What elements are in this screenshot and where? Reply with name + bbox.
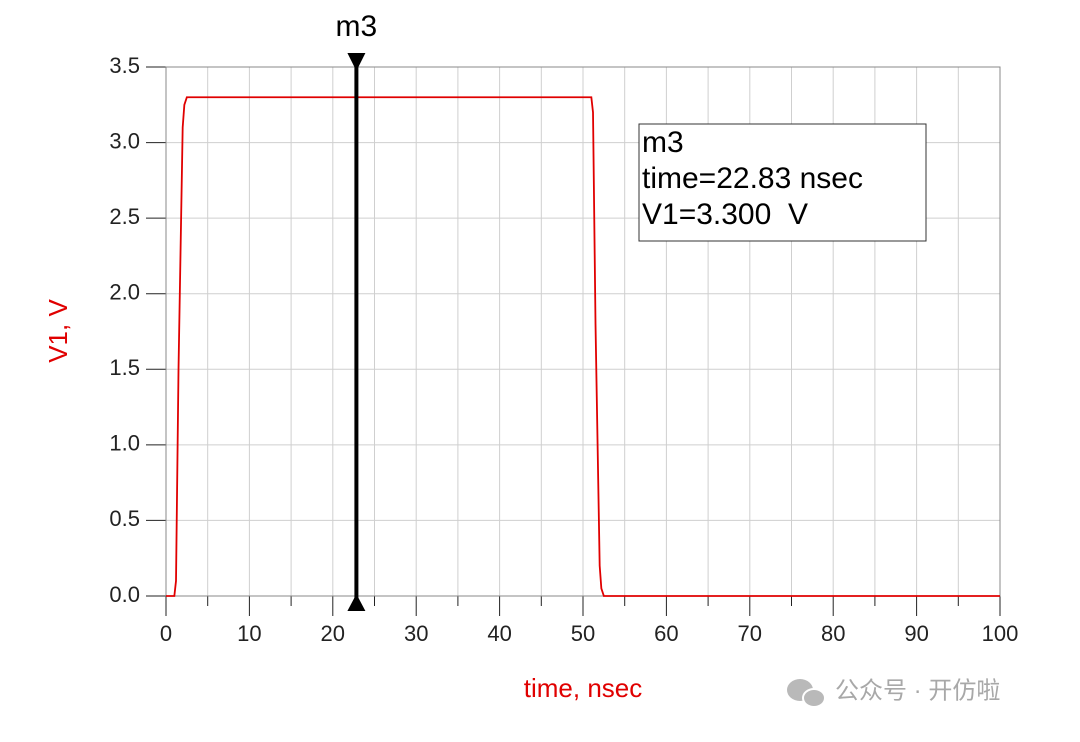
x-tick-label: 70 (738, 621, 762, 646)
line-series (166, 96, 1000, 597)
watermark-icon (787, 679, 826, 708)
x-tick-label: 80 (821, 621, 845, 646)
x-tick-label: 50 (571, 621, 595, 646)
y-tick-label: 0.0 (109, 582, 140, 607)
x-tick-label: 20 (321, 621, 345, 646)
watermark: 公众号 · 开仿啦 (835, 677, 1000, 704)
marker-readout-line: m3 (642, 126, 684, 159)
marker-readout-line: time=22.83 nsec (642, 162, 863, 195)
x-tick-label: 40 (487, 621, 511, 646)
x-tick-label: 30 (404, 621, 428, 646)
y-tick-label: 1.0 (109, 431, 140, 456)
y-tick-label: 0.5 (109, 506, 140, 531)
plot-frame (165, 66, 1001, 597)
y-tick-label: 2.0 (109, 280, 140, 305)
x-tick-label: 90 (904, 621, 928, 646)
y-axis-label: V1, V (43, 299, 73, 363)
y-tick-label: 2.5 (109, 204, 140, 229)
marker-readout-line: V1=3.300 V (642, 198, 808, 231)
marker-triangle-top (347, 53, 366, 71)
x-tick-label: 60 (654, 621, 678, 646)
marker-name: m3 (336, 10, 378, 43)
marker-triangle-bottom (347, 594, 366, 611)
x-axis-label: time, nsec (524, 673, 643, 703)
y-tick-label: 1.5 (109, 355, 140, 380)
marker-readout-box (638, 123, 927, 242)
y-tick-label: 3.5 (109, 53, 140, 78)
x-tick-label: 100 (982, 621, 1019, 646)
y-tick-label: 3.0 (109, 128, 140, 153)
x-tick-label: 0 (160, 621, 172, 646)
x-tick-label: 10 (237, 621, 261, 646)
